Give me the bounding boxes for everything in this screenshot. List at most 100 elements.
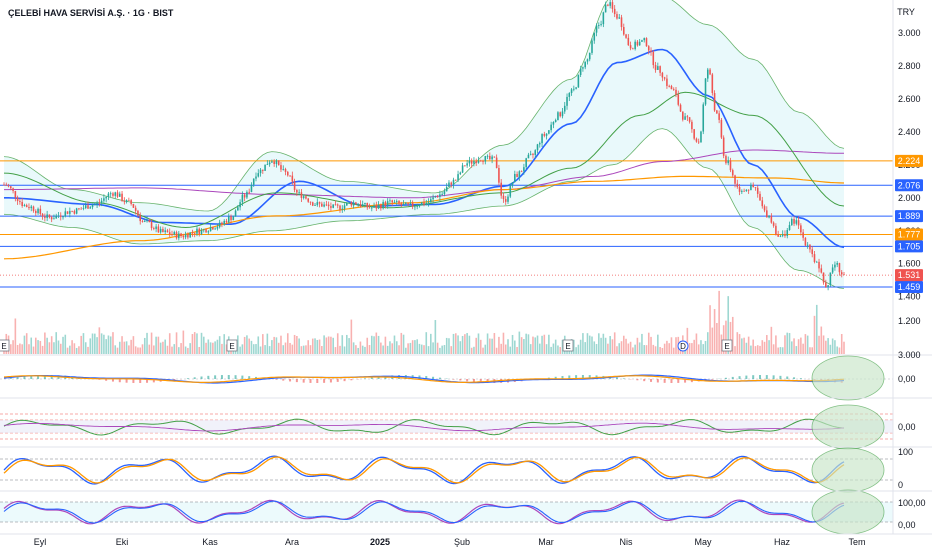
macd-histogram-bar	[98, 379, 101, 380]
level-badge-bg	[895, 154, 923, 167]
volume-bar	[622, 335, 625, 354]
event-marker[interactable]: E	[562, 339, 574, 352]
volume-bar	[96, 337, 98, 354]
candle	[355, 201, 357, 205]
macd-histogram-bar	[234, 375, 237, 379]
volume-bar	[132, 336, 135, 354]
candle-body	[797, 220, 800, 226]
volume-bar	[827, 338, 829, 354]
candle-body	[407, 202, 409, 205]
candle	[10, 185, 12, 191]
candle	[123, 197, 126, 205]
volume-bar	[709, 305, 711, 354]
candle-body	[573, 88, 575, 90]
candle	[454, 179, 457, 181]
candle	[198, 227, 201, 237]
volume-bar	[795, 346, 798, 354]
candle	[611, 0, 614, 13]
candle-body	[32, 206, 35, 211]
candle-body	[34, 210, 37, 214]
volume-bar	[632, 347, 634, 354]
candle	[500, 179, 502, 199]
volume-bar	[25, 333, 28, 354]
volume-bar	[750, 345, 752, 354]
candle	[493, 156, 496, 158]
volume-bar	[620, 341, 623, 354]
volume-bar	[30, 337, 33, 354]
macd-histogram-bar	[173, 379, 176, 381]
candle-body	[818, 261, 820, 269]
candle-body	[645, 38, 648, 47]
candle-body	[654, 65, 657, 70]
volume-bar	[71, 340, 73, 354]
event-marker[interactable]: E	[0, 339, 10, 352]
candle-body	[311, 202, 314, 206]
candle	[180, 232, 182, 238]
candle	[502, 192, 505, 203]
candle	[525, 157, 527, 170]
volume-bar	[743, 337, 745, 354]
candle	[457, 170, 459, 183]
volume-bar	[831, 338, 834, 354]
candle-body	[554, 120, 557, 123]
event-marker[interactable]: E	[226, 339, 238, 352]
candle	[759, 191, 761, 201]
volume-bar	[171, 346, 173, 354]
candle-body	[237, 207, 239, 211]
candle-body	[380, 204, 382, 209]
candle-body	[361, 204, 364, 207]
candle-body	[44, 216, 46, 218]
candle	[21, 197, 23, 208]
candle-body	[121, 193, 123, 201]
candle-body	[527, 154, 530, 159]
candle-body	[366, 203, 369, 208]
volume-bar	[282, 345, 285, 354]
candle-body	[766, 210, 768, 218]
candle-body	[16, 197, 19, 202]
candle	[750, 182, 752, 191]
candle-body	[836, 263, 838, 265]
candle	[368, 203, 371, 209]
event-marker[interactable]: E	[721, 339, 733, 352]
volume-bar	[777, 347, 779, 354]
candle-body	[282, 169, 285, 170]
price-tick-label: 2.400	[898, 127, 921, 137]
candle	[34, 209, 37, 216]
event-marker[interactable]: D	[677, 340, 689, 352]
volume-bar	[366, 337, 369, 354]
volume-bar	[825, 340, 827, 354]
volume-bar	[196, 333, 198, 354]
candle	[518, 170, 521, 181]
last-price-label: 1.531	[898, 270, 921, 280]
candle	[688, 117, 691, 124]
candle	[654, 61, 657, 73]
candle	[634, 39, 636, 51]
volume-bar	[638, 342, 641, 354]
price-tick-label: 1.400	[898, 292, 921, 302]
volume-bar	[300, 346, 303, 354]
volume-bar	[641, 333, 643, 354]
volume-tick-label: 1.200	[898, 316, 921, 326]
volume-bar	[257, 336, 260, 354]
candle	[223, 219, 226, 226]
candle	[568, 92, 571, 101]
candle	[843, 272, 845, 276]
candle-body	[21, 201, 23, 206]
candle	[268, 160, 271, 167]
volume-bar	[346, 334, 348, 354]
candle-body	[579, 68, 582, 75]
level-badge-label: 1.705	[898, 241, 921, 251]
candle	[352, 200, 355, 209]
candle	[416, 203, 418, 210]
candle	[121, 191, 123, 202]
volume-bar	[523, 339, 525, 354]
macd-histogram-bar	[799, 378, 802, 379]
candle-body	[598, 25, 600, 26]
candle	[241, 191, 244, 207]
candle-body	[482, 161, 484, 162]
candle	[625, 33, 627, 39]
candle	[825, 279, 827, 288]
candle	[148, 218, 151, 223]
macd-line	[3, 374, 845, 384]
